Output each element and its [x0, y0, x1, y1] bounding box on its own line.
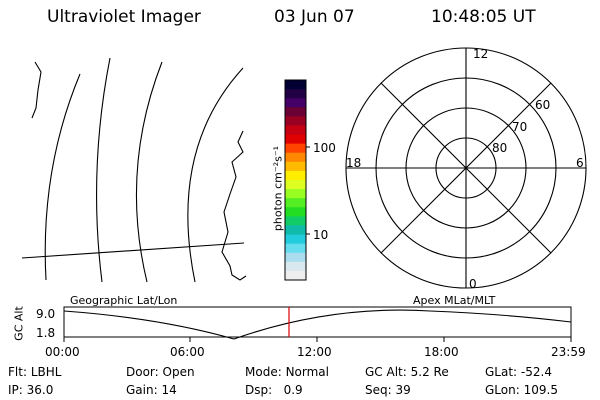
lat-label-60: 60: [535, 98, 551, 112]
y-axis-label: GC Alt: [12, 306, 26, 341]
strip-frame: [63, 306, 572, 338]
x-tick-label: 18:00: [424, 345, 459, 359]
color-bar-band: [285, 143, 306, 154]
glat-value: -52.4: [520, 365, 552, 379]
instrument-title: Ultraviolet Imager: [47, 7, 201, 27]
glon-value: 109.5: [523, 383, 558, 397]
longitude-line: [187, 67, 244, 283]
color-bar-tick-label: 10: [313, 228, 329, 242]
glon-label: GLon:: [485, 383, 520, 397]
ip-field: IP: 36.0: [8, 384, 53, 396]
lat-label-70: 70: [512, 120, 528, 134]
x-tick-label: 23:59: [551, 345, 586, 359]
door-field: Door: Open: [126, 366, 195, 378]
gc-alt-label: GC Alt:: [365, 365, 407, 379]
color-bar-band: [285, 116, 306, 127]
coastline: [31, 61, 42, 119]
x-tick-label: 00:00: [45, 345, 80, 359]
geographic-map: [21, 57, 247, 283]
ip-value: 36.0: [26, 383, 54, 397]
altitude-strip: [63, 306, 572, 342]
color-bar-band: [285, 252, 306, 263]
y-tick-label: 9.0: [36, 307, 56, 321]
color-bar-band: [285, 134, 306, 145]
dsp-label: Dsp:: [245, 383, 273, 397]
seq-label: Seq:: [365, 383, 392, 397]
polar-plot: [345, 47, 587, 289]
door-label: Door:: [126, 365, 159, 379]
ip-label: IP:: [8, 383, 23, 397]
flt-label: Flt:: [8, 365, 27, 379]
mode-value: Normal: [285, 365, 329, 379]
time-label: 10:48:05 UT: [431, 7, 536, 27]
color-bar-band: [285, 180, 306, 190]
latitude-line: [21, 242, 245, 259]
glon-field: GLon: 109.5: [485, 384, 558, 396]
mlt-label-6: 6: [576, 156, 584, 170]
glat-field: GLat: -52.4: [485, 366, 552, 378]
dsp-field: Dsp: 0.9: [245, 384, 303, 396]
color-bar-unit-label: photon cm⁻²s⁻¹: [271, 145, 285, 232]
left-caption: Geographic Lat/Lon: [70, 294, 178, 307]
color-bar-band: [285, 80, 306, 90]
mode-field: Mode: Normal: [245, 366, 329, 378]
color-bar-band: [285, 189, 306, 199]
longitude-line: [135, 61, 163, 283]
altitude-curve: [63, 309, 572, 340]
seq-value: 39: [395, 383, 411, 397]
mlt-line-diagonal: [380, 82, 552, 254]
coastline: [221, 130, 247, 281]
mode-label: Mode:: [245, 365, 282, 379]
mlt-label-18: 18: [346, 156, 362, 170]
color-bar-band: [285, 89, 306, 99]
seq-field: Seq: 39: [365, 384, 411, 396]
glat-label: GLat:: [485, 365, 518, 379]
flt-field: Flt: LBHL: [8, 366, 61, 378]
color-bar-tick-label: 100: [313, 141, 336, 155]
color-bar-band: [285, 161, 306, 172]
color-bar-band: [285, 170, 306, 181]
x-tick-label: 06:00: [170, 345, 205, 359]
x-tick-label: 12:00: [297, 345, 332, 359]
lat-label-80: 80: [492, 141, 508, 155]
gc-alt-value: 5.2 Re: [410, 365, 449, 379]
color-bar-band: [285, 125, 306, 136]
gc-alt-field: GC Alt: 5.2 Re: [365, 366, 449, 378]
gain-label: Gain:: [126, 383, 158, 397]
dsp-value: 0.9: [283, 383, 303, 397]
color-bar-band: [285, 152, 306, 163]
door-value: Open: [162, 365, 195, 379]
color-bar-band: [285, 198, 306, 208]
longitude-line: [96, 57, 111, 283]
flt-value: LBHL: [30, 365, 62, 379]
y-tick-label: 1.8: [36, 326, 56, 340]
color-bar-band: [285, 270, 306, 281]
mlt-label-12: 12: [473, 47, 489, 61]
mlt-label-0: 0: [469, 277, 477, 291]
date-label: 03 Jun 07: [274, 7, 355, 27]
color-bar-band: [285, 234, 306, 245]
longitude-line: [44, 73, 81, 281]
color-bar-band: [285, 225, 306, 236]
color-bar-band: [285, 243, 306, 254]
gain-field: Gain: 14: [126, 384, 177, 396]
color-bar-band: [285, 107, 306, 117]
color-bar-band: [285, 261, 306, 272]
color-bar-band: [285, 98, 306, 108]
color-bar-frame: [284, 79, 307, 281]
right-caption: Apex MLat/MLT: [413, 294, 496, 307]
color-bar-band: [285, 216, 306, 227]
color-bar-band: [285, 207, 306, 217]
gain-value: 14: [161, 383, 177, 397]
color-bar: [285, 80, 306, 281]
